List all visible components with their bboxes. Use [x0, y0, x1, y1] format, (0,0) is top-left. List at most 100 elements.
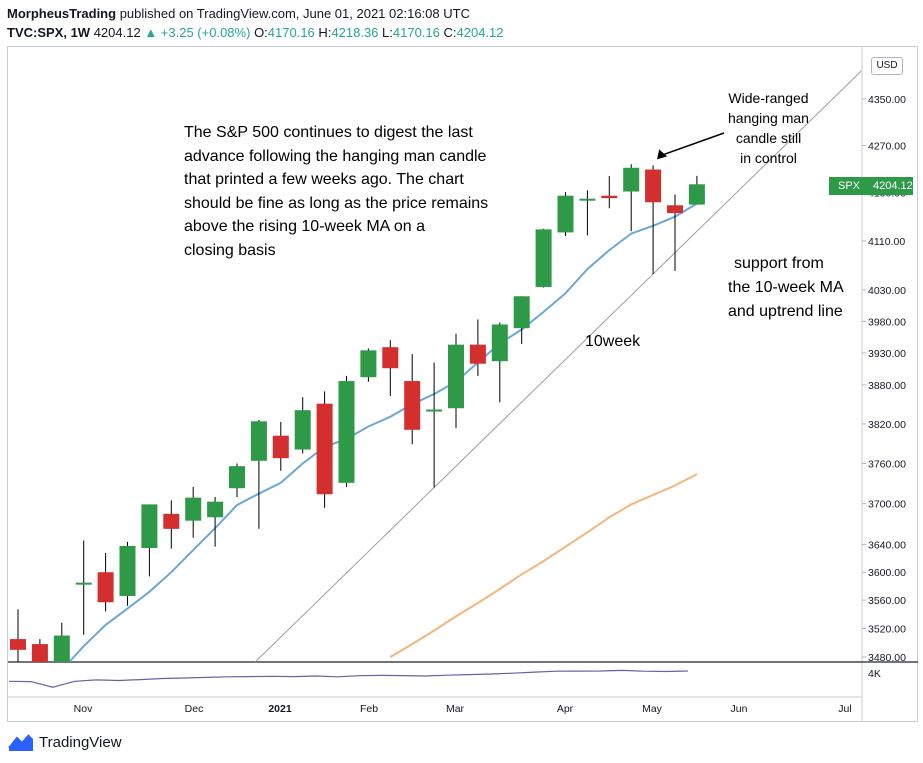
candle-body-up: [557, 195, 574, 233]
uptrend-line: [254, 70, 862, 662]
time-axis-label: 2021: [268, 703, 292, 715]
time-axis-label: Jun: [731, 703, 748, 715]
price-tick-label: 4110.00: [868, 236, 905, 248]
candle-body-down: [316, 403, 333, 495]
high-value: 4218.36: [331, 25, 379, 40]
candle-body-up: [579, 198, 596, 201]
price-tick-label: 3760.00: [868, 458, 906, 470]
candle-body-up: [250, 421, 267, 461]
close-value: 4204.12: [456, 25, 504, 40]
price-change: ▲ +3.25 (+0.08%): [144, 25, 251, 40]
commentary-line: that printed a few weeks ago. The chart: [184, 171, 464, 188]
commentary-line: above the rising 10-week MA on a: [184, 218, 426, 235]
price-tick-label: 3640.00: [868, 540, 906, 552]
candle-body-up: [119, 545, 136, 596]
hanging-man-line: candle still: [735, 130, 802, 146]
candle-body-down: [601, 195, 618, 199]
low-value: 4170.16: [392, 25, 440, 40]
close-label: C:: [443, 25, 457, 40]
candle-body-up: [294, 410, 311, 450]
candle-body-down: [382, 347, 399, 369]
commentary-line: The S&P 500 continues to digest the last: [184, 124, 473, 141]
time-axis-label: Apr: [557, 703, 574, 715]
chart-frame: [7, 46, 918, 722]
price-tick-label: 3930.00: [868, 348, 906, 360]
candle-body-up: [513, 296, 530, 329]
symbol-info: TVC:SPX, 1W 4204.12 ▲ +3.25 (+0.08%) O:4…: [7, 25, 504, 40]
time-axis-label: Dec: [185, 703, 204, 715]
price-tick-label: 3820.00: [868, 419, 906, 431]
commentary-text: The S&P 500 continues to digest the last…: [184, 121, 488, 262]
price-tick-label: 4350.00: [868, 94, 906, 106]
tradingview-logo-text: TradingView: [39, 733, 122, 751]
ma-10week-line: [67, 202, 698, 662]
candle-body-down: [404, 381, 421, 430]
candle-body-down: [667, 205, 683, 214]
candle-body-up: [623, 167, 640, 192]
price-tick-label: 3700.00: [868, 499, 906, 511]
symbol-name: TVC:SPX, 1W: [7, 25, 91, 40]
support-line: and uptrend line: [728, 303, 843, 320]
candle-body-up: [338, 381, 355, 483]
commentary-line: advance following the hanging man candle: [184, 147, 487, 165]
price-tick-label: 3600.00: [868, 567, 906, 579]
hanging-man-arrowhead: [657, 149, 668, 160]
commentary-line: should be fine as long as the price rema…: [184, 194, 489, 212]
hanging-man-line: hanging man: [728, 110, 809, 126]
price-tick-label: 3560.00: [868, 595, 906, 607]
candle-body-down: [469, 344, 486, 364]
open-value: 4170.16: [267, 25, 315, 40]
hanging-man-line: Wide-ranged: [728, 90, 809, 106]
open-label: O:: [254, 25, 268, 40]
time-axis-label: May: [642, 703, 663, 715]
time-axis-label: Nov: [74, 703, 93, 715]
candle-body-up: [360, 350, 377, 378]
candle-body-up: [448, 344, 464, 409]
candle-body-up: [491, 324, 508, 362]
low-label: L:: [382, 25, 393, 40]
candle-body-up: [426, 409, 443, 412]
price-tick-label: 3520.00: [868, 623, 906, 635]
plot-area: [10, 70, 862, 662]
candle-body-up: [185, 497, 202, 521]
candle-body-up: [75, 582, 92, 585]
candle-body-down: [97, 572, 114, 603]
publish-text: published on TradingView.com, June 01, 2…: [119, 6, 470, 21]
candle-body-down: [272, 435, 289, 459]
time-axis-label: Mar: [446, 703, 465, 715]
tradingview-logo[interactable]: TradingView: [8, 732, 122, 752]
last-price-tag: SPX 4204.12: [829, 177, 913, 195]
time-axis-label: Feb: [360, 703, 378, 715]
commentary-line: closing basis: [184, 241, 276, 259]
tradingview-logo-icon: [8, 734, 33, 751]
support-note: support from the 10-week MA and uptrend …: [728, 252, 844, 324]
last-tag-symbol: SPX: [837, 180, 860, 192]
author-name: MorpheusTrading: [7, 6, 117, 21]
last-price: 4204.12: [93, 25, 141, 40]
currency-badge[interactable]: USD: [871, 57, 903, 75]
candle-body-up: [688, 184, 705, 205]
candle-body-up: [229, 466, 245, 489]
price-tick-label: 3880.00: [868, 380, 906, 392]
candle-body-up: [535, 229, 552, 287]
price-tick-label: 4270.00: [868, 140, 906, 152]
candle-body-up: [141, 504, 158, 549]
last-tag-value: 4204.12: [873, 180, 913, 192]
indicator-line: [8, 669, 688, 688]
candle-body-down: [163, 513, 180, 529]
indicator-tick-label: 4K: [868, 668, 881, 680]
hanging-man-line: in control: [740, 150, 797, 166]
publish-info: MorpheusTrading published on TradingView…: [7, 6, 470, 21]
support-line: the 10-week MA: [728, 279, 844, 296]
price-tick-label: 4030.00: [868, 285, 906, 297]
candle-body-up: [207, 501, 224, 518]
ma-slow-line: [389, 473, 698, 658]
price-tick-label: 3980.00: [868, 316, 906, 328]
hanging-man-arrow: [660, 132, 725, 157]
candle-body-down: [645, 169, 662, 203]
price-tick-label: 3480.00: [868, 652, 906, 664]
hanging-man-note: Wide-ranged hanging man candle still in …: [716, 88, 821, 168]
ma-label: 10week: [585, 333, 641, 350]
support-line: support from: [734, 255, 824, 272]
